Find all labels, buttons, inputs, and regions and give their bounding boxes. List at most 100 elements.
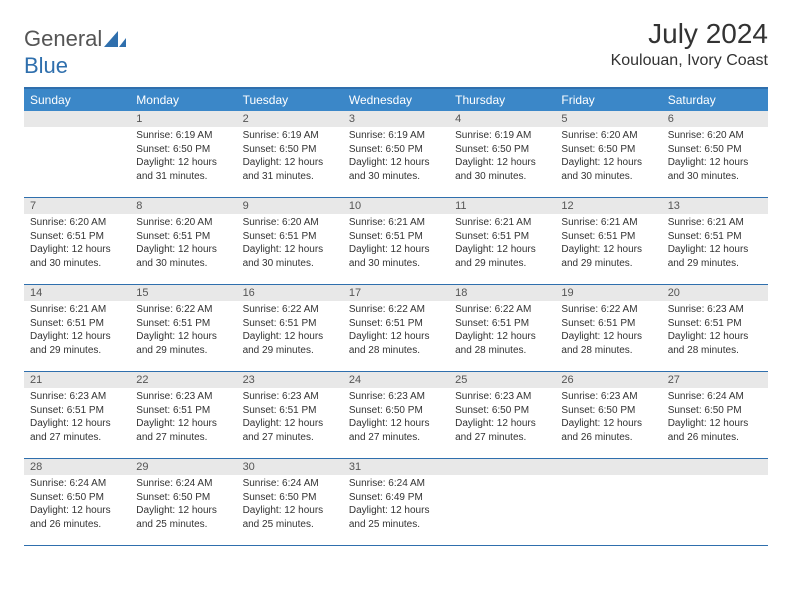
sunset-text: Sunset: 6:51 PM — [243, 404, 337, 418]
daylight-text: Daylight: 12 hours and 28 minutes. — [561, 330, 655, 357]
sunset-text: Sunset: 6:51 PM — [455, 230, 549, 244]
day-cell: 24Sunrise: 6:23 AMSunset: 6:50 PMDayligh… — [343, 372, 449, 458]
sunrise-text: Sunrise: 6:21 AM — [30, 303, 124, 317]
daylight-text: Daylight: 12 hours and 25 minutes. — [349, 504, 443, 531]
day-cell: 26Sunrise: 6:23 AMSunset: 6:50 PMDayligh… — [555, 372, 661, 458]
sunset-text: Sunset: 6:51 PM — [30, 404, 124, 418]
logo-text-part1: General — [24, 26, 102, 51]
sunrise-text: Sunrise: 6:19 AM — [136, 129, 230, 143]
day-body: Sunrise: 6:19 AMSunset: 6:50 PMDaylight:… — [343, 127, 449, 187]
sunrise-text: Sunrise: 6:23 AM — [349, 390, 443, 404]
day-number — [662, 459, 768, 475]
sunrise-text: Sunrise: 6:22 AM — [243, 303, 337, 317]
week-row: 7Sunrise: 6:20 AMSunset: 6:51 PMDaylight… — [24, 198, 768, 285]
sunset-text: Sunset: 6:50 PM — [561, 143, 655, 157]
weeks-container: 1Sunrise: 6:19 AMSunset: 6:50 PMDaylight… — [24, 111, 768, 546]
sunset-text: Sunset: 6:51 PM — [243, 230, 337, 244]
daylight-text: Daylight: 12 hours and 27 minutes. — [30, 417, 124, 444]
day-number: 19 — [555, 285, 661, 301]
sunset-text: Sunset: 6:51 PM — [455, 317, 549, 331]
daylight-text: Daylight: 12 hours and 30 minutes. — [136, 243, 230, 270]
day-body: Sunrise: 6:19 AMSunset: 6:50 PMDaylight:… — [237, 127, 343, 187]
sunset-text: Sunset: 6:50 PM — [243, 491, 337, 505]
day-number: 22 — [130, 372, 236, 388]
sunrise-text: Sunrise: 6:21 AM — [349, 216, 443, 230]
day-body: Sunrise: 6:22 AMSunset: 6:51 PMDaylight:… — [449, 301, 555, 361]
day-number: 3 — [343, 111, 449, 127]
day-body: Sunrise: 6:22 AMSunset: 6:51 PMDaylight:… — [343, 301, 449, 361]
sunrise-text: Sunrise: 6:23 AM — [30, 390, 124, 404]
day-number: 20 — [662, 285, 768, 301]
day-cell: 25Sunrise: 6:23 AMSunset: 6:50 PMDayligh… — [449, 372, 555, 458]
day-cell: 23Sunrise: 6:23 AMSunset: 6:51 PMDayligh… — [237, 372, 343, 458]
day-number: 2 — [237, 111, 343, 127]
day-number: 12 — [555, 198, 661, 214]
day-number: 28 — [24, 459, 130, 475]
day-body: Sunrise: 6:23 AMSunset: 6:51 PMDaylight:… — [237, 388, 343, 448]
daylight-text: Daylight: 12 hours and 30 minutes. — [243, 243, 337, 270]
weekday-tuesday: Tuesday — [237, 89, 343, 111]
daylight-text: Daylight: 12 hours and 25 minutes. — [243, 504, 337, 531]
daylight-text: Daylight: 12 hours and 28 minutes. — [455, 330, 549, 357]
sunset-text: Sunset: 6:50 PM — [136, 143, 230, 157]
sunrise-text: Sunrise: 6:21 AM — [561, 216, 655, 230]
day-number: 23 — [237, 372, 343, 388]
day-cell: 28Sunrise: 6:24 AMSunset: 6:50 PMDayligh… — [24, 459, 130, 545]
day-cell: 16Sunrise: 6:22 AMSunset: 6:51 PMDayligh… — [237, 285, 343, 371]
header: General Blue July 2024 Koulouan, Ivory C… — [24, 18, 768, 79]
day-cell: 3Sunrise: 6:19 AMSunset: 6:50 PMDaylight… — [343, 111, 449, 197]
day-body: Sunrise: 6:24 AMSunset: 6:50 PMDaylight:… — [24, 475, 130, 535]
sunrise-text: Sunrise: 6:22 AM — [136, 303, 230, 317]
sunset-text: Sunset: 6:51 PM — [561, 230, 655, 244]
day-body: Sunrise: 6:22 AMSunset: 6:51 PMDaylight:… — [237, 301, 343, 361]
day-number: 1 — [130, 111, 236, 127]
day-number — [24, 111, 130, 127]
sunset-text: Sunset: 6:51 PM — [30, 230, 124, 244]
sunrise-text: Sunrise: 6:24 AM — [30, 477, 124, 491]
daylight-text: Daylight: 12 hours and 31 minutes. — [136, 156, 230, 183]
day-cell: 2Sunrise: 6:19 AMSunset: 6:50 PMDaylight… — [237, 111, 343, 197]
daylight-text: Daylight: 12 hours and 27 minutes. — [243, 417, 337, 444]
day-body: Sunrise: 6:23 AMSunset: 6:50 PMDaylight:… — [555, 388, 661, 448]
day-number: 9 — [237, 198, 343, 214]
weekday-monday: Monday — [130, 89, 236, 111]
day-body: Sunrise: 6:23 AMSunset: 6:50 PMDaylight:… — [449, 388, 555, 448]
day-cell: 30Sunrise: 6:24 AMSunset: 6:50 PMDayligh… — [237, 459, 343, 545]
day-number: 17 — [343, 285, 449, 301]
day-body: Sunrise: 6:23 AMSunset: 6:51 PMDaylight:… — [662, 301, 768, 361]
sunrise-text: Sunrise: 6:23 AM — [668, 303, 762, 317]
daylight-text: Daylight: 12 hours and 31 minutes. — [243, 156, 337, 183]
day-body: Sunrise: 6:19 AMSunset: 6:50 PMDaylight:… — [130, 127, 236, 187]
sunset-text: Sunset: 6:50 PM — [349, 143, 443, 157]
sunrise-text: Sunrise: 6:19 AM — [455, 129, 549, 143]
sunrise-text: Sunrise: 6:21 AM — [668, 216, 762, 230]
sunrise-text: Sunrise: 6:23 AM — [561, 390, 655, 404]
day-cell — [24, 111, 130, 197]
day-body: Sunrise: 6:23 AMSunset: 6:51 PMDaylight:… — [130, 388, 236, 448]
weekday-sunday: Sunday — [24, 89, 130, 111]
week-row: 14Sunrise: 6:21 AMSunset: 6:51 PMDayligh… — [24, 285, 768, 372]
logo: General Blue — [24, 26, 126, 79]
weekday-wednesday: Wednesday — [343, 89, 449, 111]
day-cell: 13Sunrise: 6:21 AMSunset: 6:51 PMDayligh… — [662, 198, 768, 284]
daylight-text: Daylight: 12 hours and 28 minutes. — [349, 330, 443, 357]
sunrise-text: Sunrise: 6:24 AM — [349, 477, 443, 491]
daylight-text: Daylight: 12 hours and 27 minutes. — [349, 417, 443, 444]
day-body: Sunrise: 6:21 AMSunset: 6:51 PMDaylight:… — [449, 214, 555, 274]
day-number: 14 — [24, 285, 130, 301]
daylight-text: Daylight: 12 hours and 30 minutes. — [30, 243, 124, 270]
day-number: 25 — [449, 372, 555, 388]
day-number: 5 — [555, 111, 661, 127]
day-body: Sunrise: 6:20 AMSunset: 6:50 PMDaylight:… — [555, 127, 661, 187]
weekday-friday: Friday — [555, 89, 661, 111]
sunset-text: Sunset: 6:50 PM — [30, 491, 124, 505]
day-body: Sunrise: 6:20 AMSunset: 6:51 PMDaylight:… — [24, 214, 130, 274]
day-body: Sunrise: 6:21 AMSunset: 6:51 PMDaylight:… — [555, 214, 661, 274]
day-cell: 19Sunrise: 6:22 AMSunset: 6:51 PMDayligh… — [555, 285, 661, 371]
daylight-text: Daylight: 12 hours and 29 minutes. — [136, 330, 230, 357]
sunset-text: Sunset: 6:50 PM — [455, 404, 549, 418]
day-cell: 4Sunrise: 6:19 AMSunset: 6:50 PMDaylight… — [449, 111, 555, 197]
sunrise-text: Sunrise: 6:19 AM — [243, 129, 337, 143]
sunset-text: Sunset: 6:51 PM — [243, 317, 337, 331]
sunset-text: Sunset: 6:50 PM — [561, 404, 655, 418]
